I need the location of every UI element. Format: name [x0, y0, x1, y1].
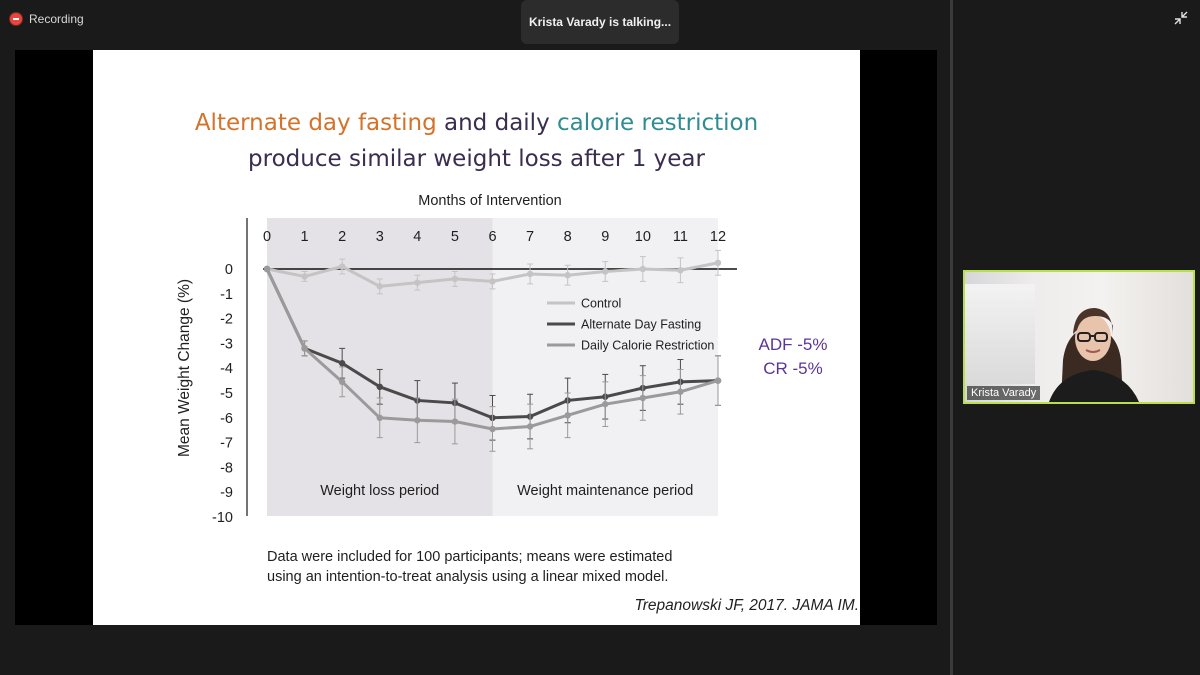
title-cr-text: calorie restriction	[557, 110, 759, 136]
x-axis-title: Months of Intervention	[418, 193, 561, 209]
y-axis-title: Mean Weight Change (%)	[176, 279, 193, 457]
data-point	[489, 425, 496, 433]
y-tick-label: -2	[220, 312, 233, 328]
slide-citation: Trepanowski JF, 2017. JAMA IM.	[634, 597, 859, 614]
x-tick-label: 7	[526, 229, 534, 245]
y-tick-label: -7	[220, 436, 233, 452]
adf-result-label: ADF -5%	[758, 335, 828, 354]
data-point	[414, 417, 421, 424]
data-point	[263, 265, 271, 273]
recording-label: Recording	[29, 12, 84, 26]
footnote-line2: using an intention-to-treat analysis usi…	[267, 569, 669, 585]
period-label: Weight loss period	[320, 483, 439, 499]
data-point	[639, 394, 647, 402]
x-tick-label: 5	[451, 229, 459, 245]
x-tick-label: 11	[673, 229, 688, 245]
shared-slide: Alternate day fasting and daily calorie …	[93, 50, 860, 625]
y-tick-label: -4	[220, 361, 233, 377]
y-tick-label: 0	[225, 262, 233, 278]
x-tick-label: 9	[601, 229, 609, 245]
y-tick-label: -3	[220, 336, 233, 352]
title-adf-text: Alternate day fasting	[194, 110, 437, 136]
talking-indicator: Krista Varady is talking...	[521, 0, 679, 44]
legend-entry: Control	[581, 297, 621, 311]
data-point	[526, 423, 534, 430]
data-point	[301, 345, 308, 352]
legend-entry: Alternate Day Fasting	[581, 318, 701, 332]
recording-indicator[interactable]: Recording	[10, 10, 84, 28]
participant-name-label: Krista Varady	[967, 386, 1041, 400]
data-point	[451, 418, 459, 425]
meeting-stage: Recording Krista Varady is talking... Al…	[10, 0, 937, 625]
data-point	[677, 267, 684, 274]
data-point	[602, 268, 609, 275]
x-tick-label: 8	[564, 229, 572, 245]
panel-divider[interactable]	[950, 0, 953, 675]
period-shading-0	[267, 218, 493, 516]
cr-result-label: CR -5%	[763, 359, 823, 378]
x-tick-label: 1	[301, 229, 309, 245]
data-point	[526, 270, 534, 278]
footnote-line1: Data were included for 100 participants;…	[267, 549, 673, 565]
y-tick-label: -8	[220, 460, 233, 476]
speaker-video-feed	[1049, 308, 1139, 402]
data-point	[639, 265, 647, 273]
record-dot-icon	[10, 13, 22, 25]
x-tick-label: 12	[710, 229, 726, 245]
video-background-shelf	[965, 284, 1035, 384]
data-point	[338, 378, 346, 386]
x-tick-label: 0	[263, 229, 271, 245]
x-tick-label: 4	[413, 229, 421, 245]
result-summary: ADF -5% CR -5%	[733, 333, 853, 381]
x-tick-label: 3	[376, 229, 384, 245]
x-tick-label: 6	[488, 229, 496, 245]
y-tick-label: -6	[220, 411, 233, 427]
y-tick-label: -10	[212, 510, 233, 526]
data-point	[714, 259, 722, 266]
slide-footnote: Data were included for 100 participants;…	[267, 547, 787, 587]
y-tick-label: -5	[220, 386, 233, 402]
data-point	[414, 279, 421, 286]
y-tick-label: -9	[220, 485, 233, 501]
data-point	[564, 272, 571, 279]
data-point	[301, 273, 308, 280]
slide-title-line2: produce similar weight loss after 1 year	[248, 146, 705, 172]
period-label: Weight maintenance period	[517, 483, 693, 499]
x-tick-label: 10	[635, 229, 651, 245]
collapse-arrows-icon[interactable]	[1170, 7, 1192, 29]
data-point	[338, 263, 346, 270]
data-point	[602, 400, 609, 408]
x-tick-label: 2	[338, 229, 346, 245]
data-point	[338, 360, 346, 367]
speaker-video-tile[interactable]: Krista Varady	[963, 270, 1195, 404]
data-point	[376, 283, 383, 290]
data-point	[376, 414, 383, 421]
title-connector-text: and daily	[436, 110, 557, 136]
weight-change-chart: Weight loss period Weight maintenance per…	[176, 193, 737, 526]
data-point	[714, 377, 722, 384]
data-point	[451, 275, 459, 283]
data-point	[376, 383, 383, 390]
data-point	[564, 412, 571, 419]
data-point	[677, 388, 684, 395]
y-tick-label: -1	[220, 287, 233, 303]
slide-title-line1: Alternate day fasting and daily calorie …	[93, 110, 860, 136]
legend-entry: Daily Calorie Restriction	[581, 339, 714, 353]
data-point	[489, 278, 496, 285]
